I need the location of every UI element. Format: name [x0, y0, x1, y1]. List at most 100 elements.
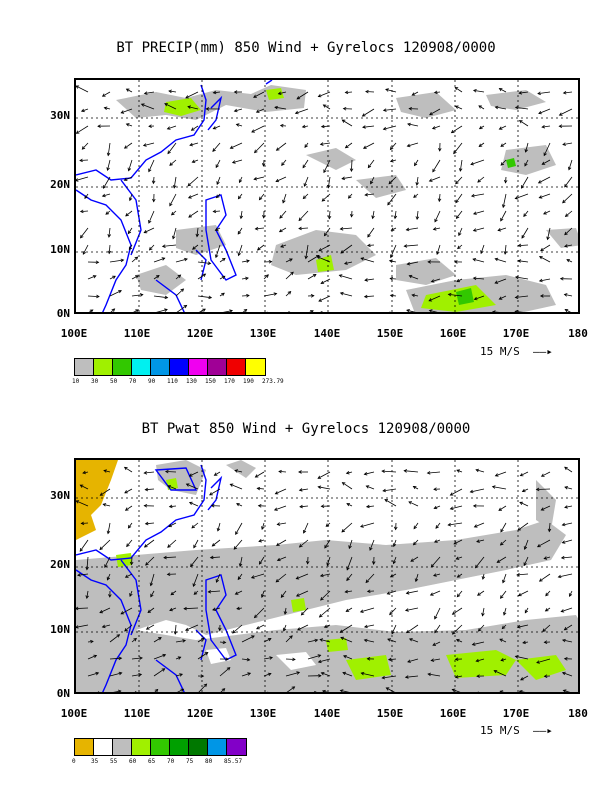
- wind-arrow: [303, 193, 309, 199]
- wind-arrow-head: [125, 212, 129, 217]
- panel1-ref-arrow-icon: ――▸: [526, 345, 553, 358]
- wind-arrow: [564, 176, 573, 188]
- wind-arrow-head: [366, 243, 371, 248]
- wind-arrow-head: [360, 257, 365, 261]
- wind-arrow-head: [195, 233, 200, 238]
- panel2-lon-120e: 120E: [186, 707, 214, 720]
- wind-arrow-head: [560, 555, 565, 560]
- wind-arrow-head: [412, 541, 417, 546]
- wind-arrow: [519, 120, 529, 127]
- wind-arrow: [107, 522, 111, 534]
- wind-arrow-head: [403, 469, 408, 473]
- wind-arrow: [109, 290, 122, 297]
- wind-arrow: [370, 176, 375, 184]
- wind-arrow-head: [322, 104, 327, 108]
- wind-arrow-head: [295, 576, 300, 580]
- wind-arrow: [163, 556, 177, 559]
- wind-arrow: [474, 522, 485, 528]
- wind-arrow-head: [340, 250, 345, 254]
- wind-arrow-head: [232, 629, 236, 634]
- wind-arrow-head: [222, 640, 227, 645]
- wind-arrow: [213, 91, 221, 94]
- legend-label: 60: [129, 758, 137, 765]
- legend-label: 70: [167, 758, 175, 765]
- wind-arrow: [258, 539, 265, 542]
- wind-arrow: [143, 142, 155, 146]
- wind-arrow-head: [497, 228, 502, 232]
- wind-arrow: [473, 277, 485, 280]
- wind-arrow-head: [520, 677, 524, 681]
- wind-arrow: [345, 91, 353, 93]
- wind-arrow-head: [339, 291, 344, 296]
- wind-arrow: [351, 210, 353, 217]
- wind-arrow-head: [429, 111, 433, 116]
- wind-arrow: [141, 103, 155, 110]
- wind-arrow-head: [537, 180, 542, 184]
- wind-arrow: [108, 244, 111, 254]
- wind-arrow-head: [494, 105, 499, 110]
- wind-arrow-head: [209, 555, 214, 560]
- wind-arrow-head: [182, 639, 187, 643]
- wind-arrow: [109, 259, 124, 263]
- wind-arrow: [522, 488, 529, 492]
- wind-arrow-head: [365, 504, 370, 509]
- wind-arrow: [495, 258, 507, 263]
- wind-arrow: [542, 125, 551, 128]
- wind-arrow-head: [274, 491, 279, 495]
- wind-arrow-head: [143, 503, 148, 508]
- wind-arrow: [81, 522, 89, 524]
- wind-arrow-head: [564, 231, 568, 236]
- wind-arrow-head: [434, 218, 438, 223]
- wind-arrow-head: [476, 539, 480, 543]
- wind-arrow: [285, 658, 296, 660]
- wind-arrow: [298, 210, 309, 221]
- wind-arrow-head: [188, 214, 192, 218]
- wind-arrow-head: [342, 671, 347, 676]
- wind-arrow: [541, 505, 551, 511]
- wind-arrow: [76, 125, 89, 134]
- wind-arrow-head: [433, 505, 438, 510]
- wind-arrow-head: [235, 531, 239, 536]
- wind-arrow: [283, 624, 287, 631]
- wind-arrow-head: [428, 309, 433, 312]
- wind-arrow-head: [478, 105, 483, 109]
- panel2-lat-20n: 20N: [50, 558, 70, 571]
- wind-arrow: [365, 91, 375, 93]
- wind-arrow: [340, 244, 353, 254]
- wind-arrow: [297, 624, 309, 631]
- panel2-lon-170e: 170E: [502, 707, 530, 720]
- wind-arrow: [213, 210, 221, 212]
- wind-arrow-head: [498, 507, 503, 511]
- wind-arrow-head: [470, 162, 474, 166]
- wind-arrow-head: [471, 642, 476, 646]
- wind-arrow: [345, 590, 353, 593]
- wind-arrow: [189, 142, 199, 146]
- wind-arrow-head: [80, 108, 85, 113]
- wind-arrow: [429, 108, 441, 116]
- wind-arrow-head: [254, 226, 259, 231]
- wind-arrow: [103, 470, 111, 473]
- wind-arrow-head: [544, 608, 549, 612]
- wind-arrow-head: [280, 594, 285, 598]
- wind-arrow: [128, 244, 133, 250]
- wind-arrow: [409, 638, 419, 643]
- wind-arrow: [561, 607, 573, 612]
- wind-arrow: [459, 159, 463, 172]
- wind-arrow-head: [139, 293, 144, 297]
- wind-arrow: [362, 125, 375, 128]
- wind-arrow: [209, 488, 221, 496]
- wind-arrow: [321, 125, 331, 128]
- wind-arrow-head: [559, 276, 564, 281]
- wind-arrow: [144, 227, 155, 233]
- wind-arrow-head: [267, 691, 269, 692]
- wind-arrow-head: [366, 589, 371, 594]
- legend-swatch: [151, 739, 170, 755]
- wind-arrow-head: [433, 487, 437, 491]
- wind-arrow-head: [431, 126, 436, 130]
- wind-arrow: [502, 193, 507, 208]
- wind-arrow: [480, 244, 485, 254]
- panel1-lat-30n: 30N: [50, 109, 70, 122]
- wind-arrow: [477, 590, 485, 596]
- wind-arrow: [521, 227, 529, 239]
- wind-arrow: [366, 693, 374, 694]
